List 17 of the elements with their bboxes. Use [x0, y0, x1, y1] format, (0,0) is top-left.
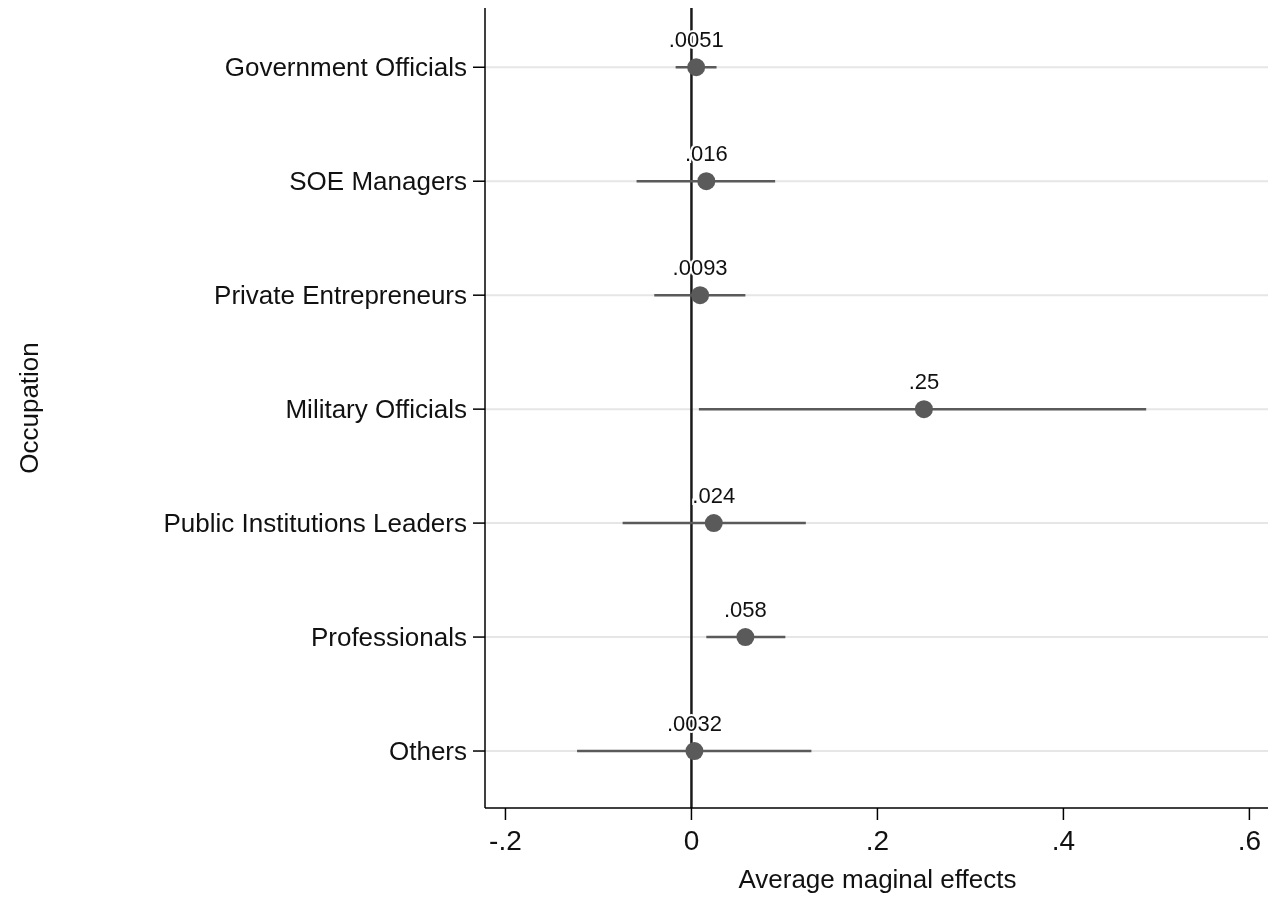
x-tick-label: .4	[1051, 825, 1076, 856]
x-tick-label: .6	[1237, 825, 1262, 856]
y-tick-label: Private Entrepreneurs	[214, 280, 467, 311]
y-tick-label: Public Institutions Leaders	[163, 508, 467, 539]
y-tick-label: Professionals	[310, 622, 467, 653]
y-tick-label: Government Officials	[224, 52, 467, 83]
y-tick-label: Military Officials	[285, 394, 467, 425]
y-tick-label: SOE Managers	[289, 166, 467, 197]
x-tick-label: -.2	[489, 825, 522, 856]
data-label: .058	[723, 597, 767, 623]
data-label: .024	[692, 483, 736, 509]
x-tick-label: 0	[683, 825, 700, 856]
data-label: .25	[908, 369, 940, 395]
x-axis-title: Average maginal effects	[738, 864, 1017, 894]
y-tick-label: Others	[388, 736, 467, 767]
y-axis-title: Occupation	[14, 342, 44, 474]
x-tick-label: .2	[865, 825, 890, 856]
